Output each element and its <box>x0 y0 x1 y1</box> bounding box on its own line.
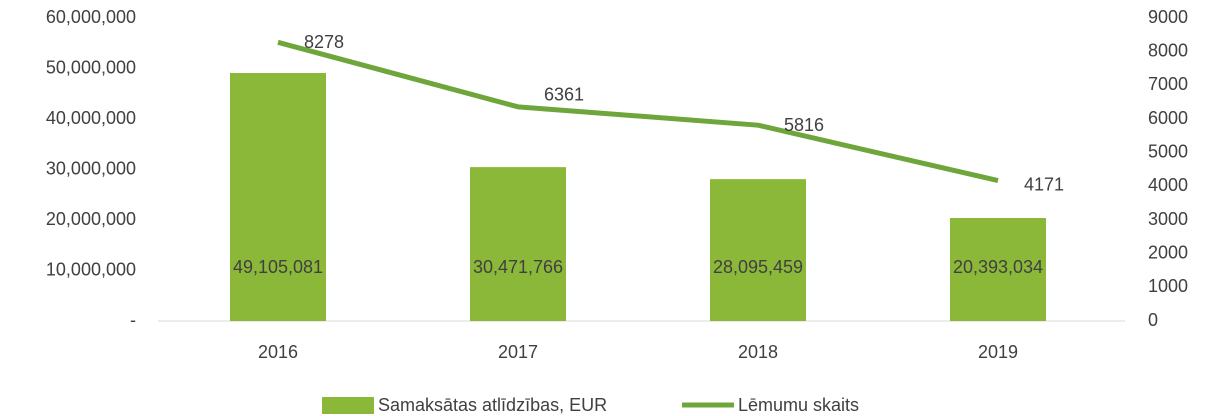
bar-value-label: 30,471,766 <box>473 257 563 277</box>
bar-value-label: 20,393,034 <box>953 257 1043 277</box>
y-tick-label: 40,000,000 <box>46 108 136 128</box>
bar <box>950 218 1046 321</box>
y2-tick-label: 1000 <box>1148 276 1188 296</box>
bar-value-label: 28,095,459 <box>713 257 803 277</box>
bar <box>230 73 326 321</box>
line-value-label: 6361 <box>544 85 584 105</box>
y2-tick-label: 3000 <box>1148 209 1188 229</box>
y-tick-label: 60,000,000 <box>46 7 136 27</box>
y-tick-label: 50,000,000 <box>46 57 136 77</box>
line-value-label: 4171 <box>1024 174 1064 194</box>
x-tick-label: 2016 <box>258 342 298 362</box>
y-tick-label: - <box>130 310 136 330</box>
x-tick-label: 2017 <box>498 342 538 362</box>
y-tick-label: 30,000,000 <box>46 158 136 178</box>
bar <box>710 179 806 321</box>
y2-tick-label: 5000 <box>1148 141 1188 161</box>
x-tick-label: 2019 <box>978 342 1018 362</box>
y2-tick-label: 8000 <box>1148 40 1188 60</box>
x-tick-label: 2018 <box>738 342 778 362</box>
line-value-label: 5816 <box>784 115 824 135</box>
y-tick-label: 10,000,000 <box>46 259 136 279</box>
y2-tick-label: 7000 <box>1148 74 1188 94</box>
y2-tick-label: 2000 <box>1148 242 1188 262</box>
y2-tick-label: 0 <box>1148 310 1158 330</box>
line-value-label: 8278 <box>304 32 344 52</box>
line <box>277 39 999 184</box>
legend-label: Lēmumu skaits <box>738 395 859 415</box>
legend-key <box>322 397 374 414</box>
bar-value-label: 49,105,081 <box>233 257 323 277</box>
y-tick-label: 20,000,000 <box>46 209 136 229</box>
y2-tick-label: 6000 <box>1148 108 1188 128</box>
y2-tick-label: 9000 <box>1148 7 1188 27</box>
y2-tick-label: 4000 <box>1148 175 1188 195</box>
bar <box>470 167 566 321</box>
legend-label: Samaksātas atlīdzības, EUR <box>378 395 607 415</box>
